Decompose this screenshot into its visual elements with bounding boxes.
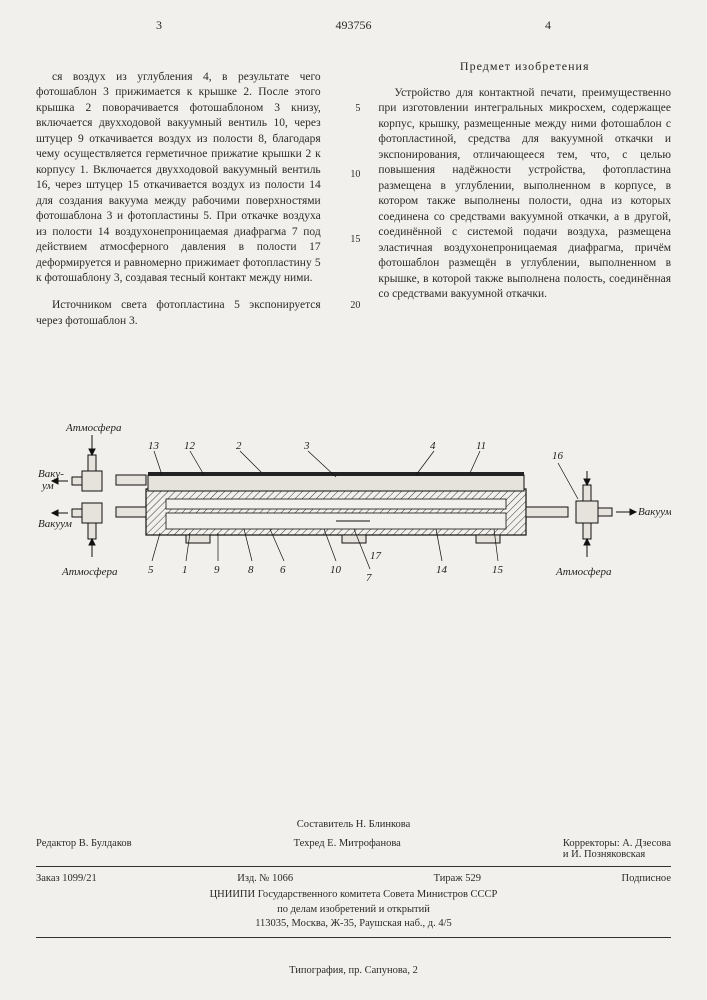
svg-text:17: 17 [370, 550, 382, 562]
svg-text:13: 13 [148, 440, 160, 452]
svg-text:12: 12 [184, 440, 196, 452]
order-no: Заказ 1099/21 [36, 873, 97, 884]
svg-text:8: 8 [248, 564, 254, 576]
org-line-1: ЦНИИПИ Государственного комитета Совета … [36, 888, 671, 902]
svg-text:16: 16 [552, 450, 564, 462]
compiler-line: Составитель Н. Блинкова [36, 819, 671, 830]
line-number-gutter: 5 10 15 20 [335, 58, 361, 341]
svg-text:11: 11 [476, 440, 486, 452]
imprint-block: Составитель Н. Блинкова Редактор В. Булд… [36, 819, 671, 944]
svg-text:ум: ум [41, 480, 54, 492]
svg-text:7: 7 [366, 572, 372, 584]
edition-no: Изд. № 1066 [237, 873, 293, 884]
svg-text:Атмосфера: Атмосфера [65, 422, 122, 434]
column-right: Предмет изобретения Устройство для конта… [374, 58, 671, 341]
svg-text:10: 10 [330, 564, 342, 576]
subscription: Подписное [622, 873, 671, 884]
svg-text:15: 15 [492, 564, 504, 576]
correctors: Корректоры: А. Дзесова и И. Позняковская [563, 838, 671, 860]
org-line-2: по делам изобретений и открытий [36, 903, 671, 917]
figure-zone: Атмосфера Ваку-ум Вакуум Атмосфера Вакуу… [36, 411, 671, 606]
text-columns: ся воздух из углубления 4, в результате … [36, 58, 671, 341]
svg-text:6: 6 [280, 564, 286, 576]
header-numbers: 3 493756 4 [36, 18, 671, 52]
svg-text:3: 3 [303, 440, 310, 452]
line-num: 10 [335, 170, 361, 180]
left-para-1: ся воздух из углубления 4, в результате … [36, 70, 321, 287]
svg-text:5: 5 [148, 564, 154, 576]
editor: Редактор В. Булдаков [36, 838, 132, 860]
claims-heading: Предмет изобретения [378, 58, 671, 74]
svg-text:1: 1 [182, 564, 188, 576]
svg-text:2: 2 [236, 440, 242, 452]
svg-text:14: 14 [436, 564, 448, 576]
tech-editor: Техред Е. Митрофанова [294, 838, 401, 860]
patent-page: 3 493756 4 ся воздух из углубления 4, в … [0, 0, 707, 1000]
left-para-2: Источником света фотопластина 5 экспонир… [36, 298, 321, 329]
line-num: 15 [335, 235, 361, 245]
line-num: 5 [335, 104, 361, 114]
doc-number: 493756 [336, 18, 372, 33]
svg-text:Атмосфера: Атмосфера [555, 566, 612, 578]
address-line: 113035, Москва, Ж-35, Раушская наб., д. … [36, 917, 671, 931]
svg-text:Атмосфера: Атмосфера [61, 566, 118, 578]
page-num-right: 4 [545, 18, 551, 33]
page-num-left: 3 [156, 18, 162, 33]
svg-text:4: 4 [430, 440, 436, 452]
svg-text:Вакуум: Вакуум [38, 518, 72, 530]
right-para-1: Устройство для контактной печати, преиму… [378, 86, 671, 303]
typography-line: Типография, пр. Сапунова, 2 [0, 965, 707, 976]
svg-text:Вакуум: Вакуум [638, 506, 671, 518]
svg-text:9: 9 [214, 564, 220, 576]
line-num: 20 [335, 301, 361, 311]
patent-figure: Атмосфера Ваку-ум Вакуум Атмосфера Вакуу… [36, 411, 671, 601]
svg-text:Ваку-: Ваку- [38, 468, 64, 480]
tirage: Тираж 529 [434, 873, 481, 884]
column-left: ся воздух из углубления 4, в результате … [36, 58, 321, 341]
